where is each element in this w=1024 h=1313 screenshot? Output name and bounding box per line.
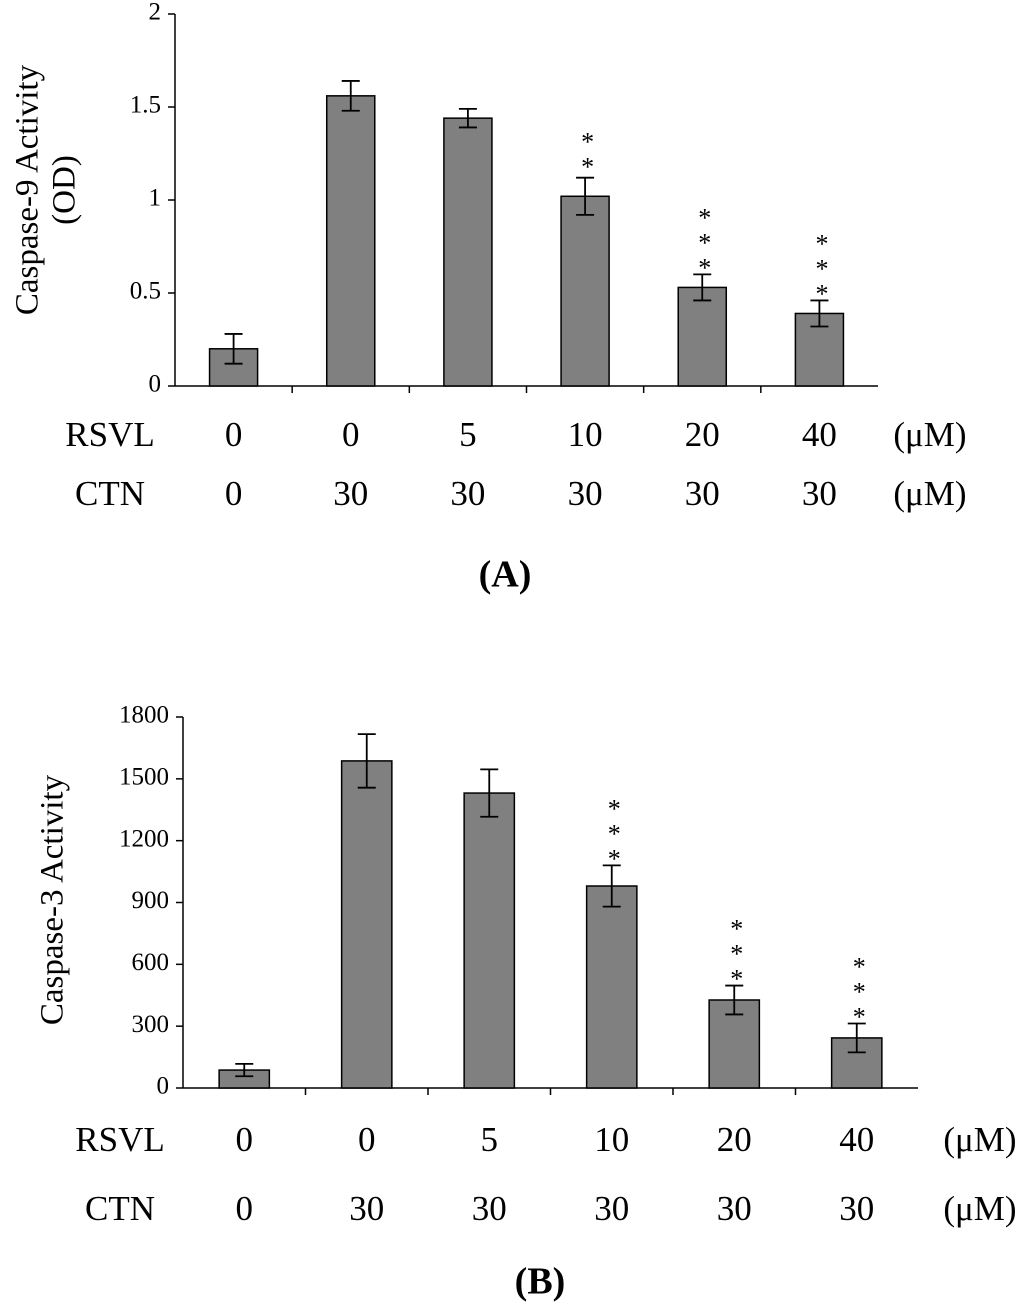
y-tick-label: 1500 [119, 764, 169, 791]
y-tick-label: 0 [149, 371, 162, 398]
bar [340, 760, 393, 1089]
x-row-value: 20 [717, 1120, 752, 1159]
x-row-value: 5 [481, 1120, 499, 1159]
x-row-unit: (μM) [943, 1120, 1016, 1159]
x-row-label: CTN [85, 1189, 155, 1228]
y-tick-label: 0 [157, 1073, 170, 1100]
panel-label: (A) [479, 554, 532, 596]
y-tick-label: 1200 [119, 825, 169, 852]
y-tick-label: 300 [132, 1011, 170, 1038]
bar [585, 885, 638, 1089]
x-row-value: 5 [459, 415, 477, 454]
x-row-unit: (μM) [943, 1189, 1016, 1228]
x-row-value: 40 [839, 1120, 874, 1159]
x-row-value: 40 [802, 415, 837, 454]
x-row-value: 0 [236, 1120, 254, 1159]
x-row-value: 30 [568, 474, 603, 513]
x-row-value: 0 [236, 1189, 254, 1228]
x-row-value: 30 [349, 1189, 384, 1228]
significance-mark: *** [690, 203, 719, 278]
x-row-value: 30 [333, 474, 368, 513]
bar [443, 117, 493, 387]
x-row-unit: (μM) [893, 415, 966, 454]
y-axis-label: Caspase-9 Activity [10, 64, 46, 315]
x-row-label: RSVL [65, 415, 154, 454]
significance-mark: *** [807, 229, 836, 304]
y-tick-label: 1800 [119, 702, 169, 729]
x-row-value: 30 [839, 1189, 874, 1228]
x-row-value: 30 [450, 474, 485, 513]
x-row-value: 30 [717, 1189, 752, 1228]
x-row-value: 0 [225, 415, 243, 454]
bar [463, 792, 516, 1089]
x-row-value: 0 [358, 1120, 376, 1159]
x-row-value: 20 [685, 415, 720, 454]
y-axis-label: (OD) [47, 155, 83, 225]
y-axis-label: Caspase-3 Activity [35, 774, 71, 1025]
significance-mark: ** [573, 128, 602, 178]
y-tick-label: 1 [149, 185, 162, 212]
panel-label: (B) [515, 1261, 566, 1303]
x-row-value: 0 [225, 474, 243, 513]
y-tick-label: 2 [149, 0, 162, 26]
bar [677, 286, 728, 387]
y-tick-label: 1.5 [130, 92, 161, 119]
x-row-value: 30 [594, 1189, 629, 1228]
x-row-label: RSVL [75, 1120, 164, 1159]
x-row-unit: (μM) [893, 474, 966, 513]
x-row-value: 30 [685, 474, 720, 513]
y-tick-label: 0.5 [130, 278, 161, 305]
y-tick-label: 900 [132, 887, 170, 914]
bar [560, 195, 610, 387]
x-row-value: 10 [568, 415, 603, 454]
significance-mark: *** [845, 952, 874, 1027]
bar [325, 95, 376, 387]
significance-mark: *** [600, 794, 629, 869]
x-row-value: 30 [472, 1189, 507, 1228]
x-row-value: 10 [594, 1120, 629, 1159]
x-row-value: 0 [342, 415, 360, 454]
y-tick-label: 600 [132, 949, 170, 976]
x-row-value: 30 [802, 474, 837, 513]
significance-mark: *** [722, 915, 751, 990]
x-row-label: CTN [75, 474, 145, 513]
